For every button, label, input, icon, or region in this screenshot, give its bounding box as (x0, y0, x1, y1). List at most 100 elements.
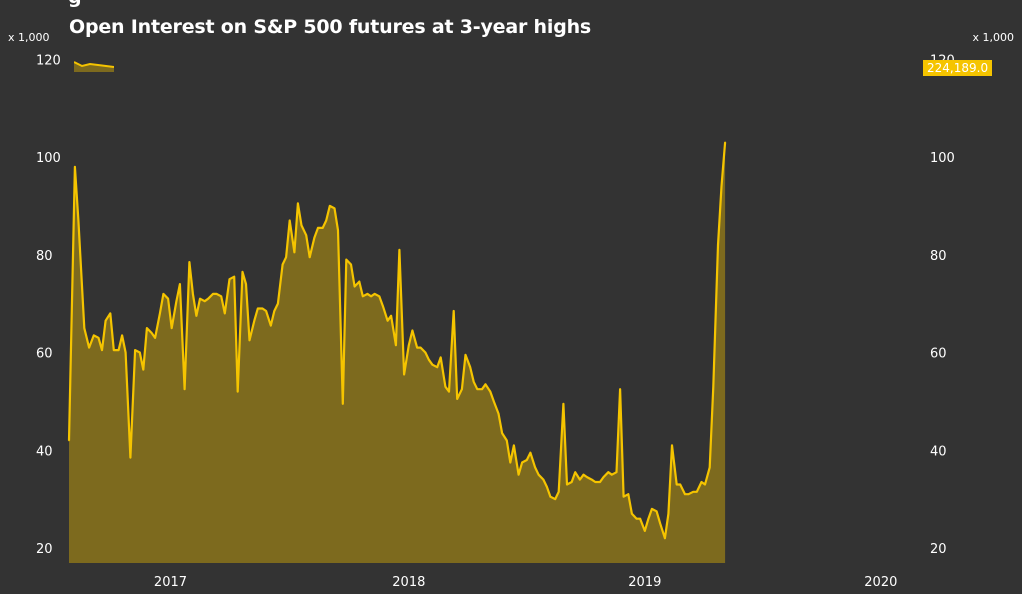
data-point (345, 258, 348, 261)
data-point (245, 283, 247, 285)
data-point (305, 234, 308, 236)
data-point (546, 486, 548, 488)
data-point (207, 297, 209, 300)
last-value-label: 224,189.0 (923, 60, 993, 76)
data-point (212, 293, 214, 295)
data-point (236, 390, 239, 393)
data-point (717, 244, 719, 246)
data-point (74, 166, 76, 168)
data-point (570, 481, 573, 483)
data-point (526, 459, 528, 461)
data-point (513, 444, 515, 447)
data-point (121, 334, 123, 337)
data-point (386, 319, 389, 322)
truncated-heading: g (68, 0, 82, 8)
data-point (639, 517, 641, 520)
data-point (378, 295, 381, 298)
data-point (317, 227, 319, 229)
data-point (635, 517, 638, 520)
data-point (241, 271, 244, 273)
y-tick-label-right: 40 (930, 444, 947, 459)
x-tick-label: 2019 (628, 575, 661, 590)
data-point (159, 312, 161, 315)
x-tick-label: 2018 (392, 575, 425, 590)
data-point (253, 319, 256, 322)
data-point (704, 483, 706, 486)
data-point (146, 327, 148, 329)
data-point (611, 473, 613, 476)
data-point (333, 207, 336, 210)
data-point (428, 359, 430, 361)
data-point (248, 339, 251, 342)
data-point (358, 280, 361, 283)
data-point (337, 229, 339, 232)
data-point (481, 388, 483, 391)
data-point (411, 329, 414, 332)
data-point (93, 334, 95, 337)
series-area (69, 142, 726, 564)
data-point (88, 346, 90, 349)
data-point (627, 493, 630, 496)
data-point (489, 390, 492, 393)
data-point (382, 305, 384, 307)
data-point (68, 439, 70, 442)
data-point (83, 327, 86, 329)
data-point (370, 295, 372, 298)
data-point (416, 346, 418, 349)
data-point (113, 349, 115, 351)
data-point (329, 205, 331, 207)
data-point (724, 141, 726, 144)
data-point (424, 351, 427, 354)
data-point (97, 337, 100, 339)
y-tick-label-left: 40 (36, 444, 53, 459)
data-point (659, 522, 661, 525)
y-tick-label-right: 60 (930, 347, 947, 362)
data-point (220, 295, 222, 298)
data-point (599, 481, 601, 483)
data-point (444, 385, 447, 388)
data-point (183, 388, 186, 391)
data-point (362, 295, 364, 298)
data-point (484, 383, 487, 386)
data-point (602, 476, 605, 478)
data-point (534, 466, 536, 469)
data-point (390, 315, 392, 317)
chart-title: Open Interest on S&P 500 futures at 3-ye… (69, 16, 592, 38)
legend-swatch (74, 61, 114, 72)
data-point (431, 363, 434, 366)
data-point (712, 385, 715, 388)
data-point (464, 354, 467, 356)
data-point (622, 495, 625, 498)
data-point (101, 349, 103, 351)
data-point (408, 344, 410, 347)
data-point (517, 473, 520, 476)
right-axis-unit: x 1,000 (972, 31, 1015, 44)
data-point (456, 398, 459, 400)
y-tick-label-left: 100 (36, 151, 61, 166)
data-point (664, 537, 666, 539)
data-point (452, 310, 455, 312)
data-point (142, 368, 145, 371)
data-point (192, 293, 194, 295)
data-point (651, 508, 653, 510)
x-tick-label: 2020 (864, 575, 897, 590)
data-point (436, 366, 439, 369)
data-point (476, 388, 479, 391)
data-point (395, 344, 397, 347)
data-point (77, 219, 80, 222)
data-point (188, 261, 191, 263)
data-point (366, 293, 369, 295)
data-point (224, 312, 226, 315)
data-point (448, 390, 450, 393)
data-point (353, 285, 356, 288)
data-point (281, 263, 284, 266)
y-tick-label-left: 20 (36, 542, 53, 557)
x-tick-label: 2017 (154, 575, 187, 590)
data-point (554, 498, 556, 500)
data-point (700, 481, 703, 483)
data-point (461, 388, 463, 391)
data-point (579, 478, 581, 481)
data-point (671, 444, 673, 447)
